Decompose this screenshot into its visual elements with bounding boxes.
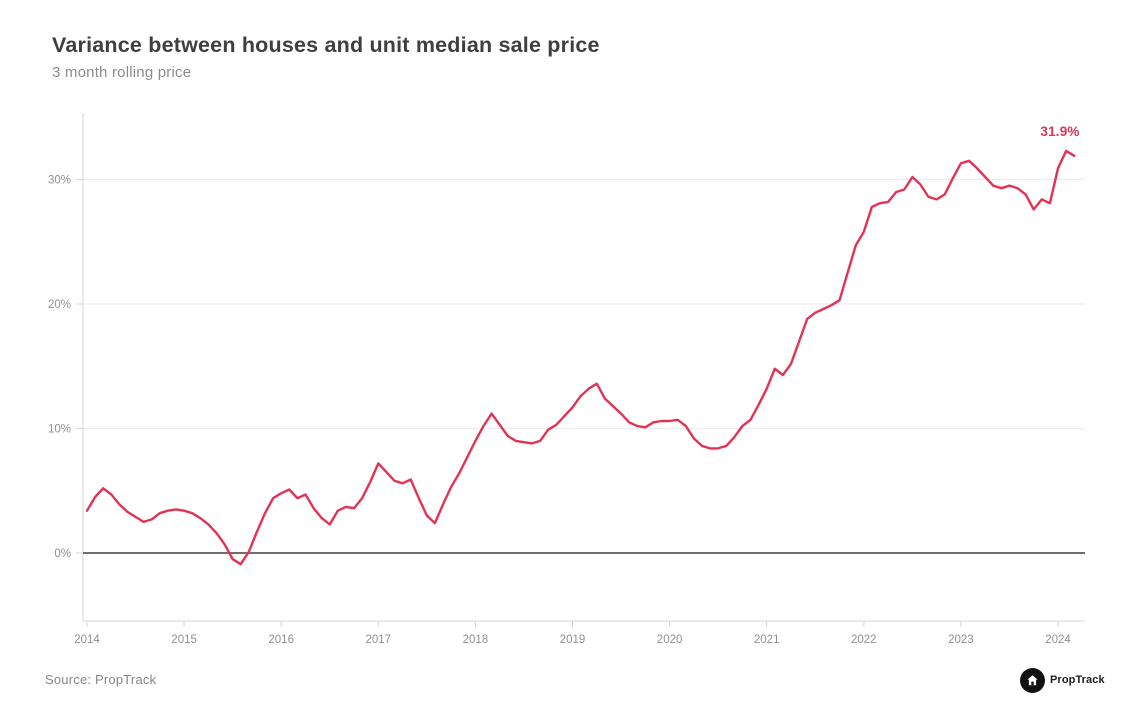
series-end-value-label: 31.9% (1040, 124, 1080, 139)
x-tick-label: 2019 (560, 634, 586, 646)
x-tick-label: 2015 (171, 634, 197, 646)
x-tick-label: 2017 (366, 634, 392, 646)
proptrack-logo: PropTrack (1020, 666, 1105, 694)
y-tick-label: 0% (54, 548, 71, 560)
x-tick-label: 2021 (754, 634, 780, 646)
x-tick-label: 2024 (1045, 634, 1071, 646)
house-icon (1027, 674, 1038, 685)
logo-wordmark: PropTrack (1050, 674, 1105, 686)
series-line (85, 149, 1076, 566)
y-tick-label: 30% (48, 175, 71, 187)
x-tick-label: 2016 (268, 634, 294, 646)
x-tick-label: 2020 (657, 634, 683, 646)
x-tick-label: 2014 (74, 634, 100, 646)
y-tick-label: 10% (48, 424, 71, 436)
x-tick-label: 2018 (463, 634, 489, 646)
x-tick-label: 2023 (948, 634, 974, 646)
house-in-circle-icon (1020, 667, 1045, 693)
y-tick-label: 20% (48, 299, 71, 311)
source-attribution: Source: PropTrack (45, 672, 157, 687)
page-subtitle: 3 month rolling price (52, 64, 192, 81)
page-title: Variance between houses and unit median … (52, 33, 600, 57)
x-tick-label: 2022 (851, 634, 877, 646)
